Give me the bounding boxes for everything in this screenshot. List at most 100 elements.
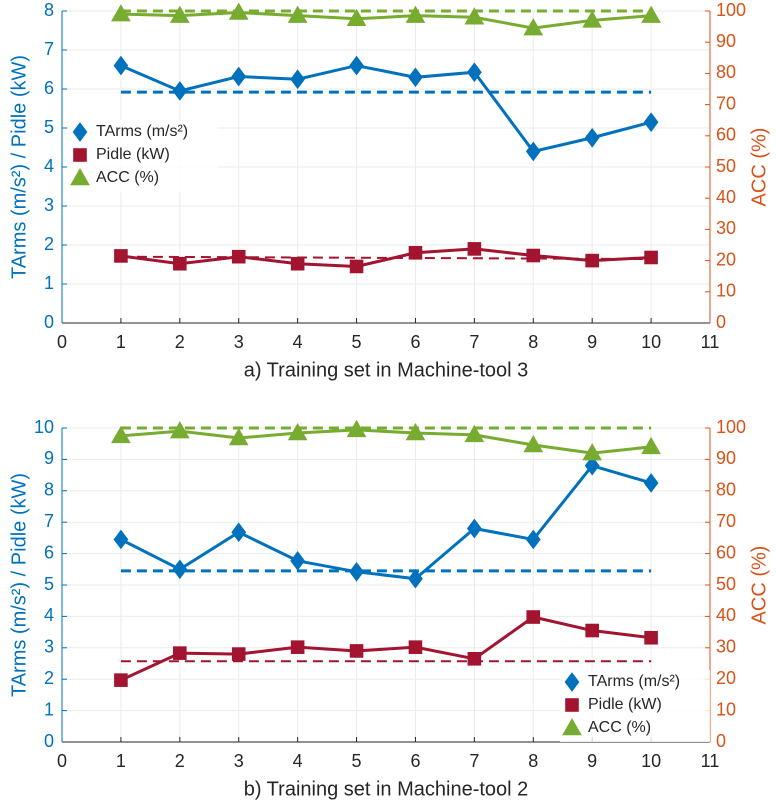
marker (464, 7, 485, 25)
x-tick-label: 3 (234, 751, 244, 771)
x-tick-label: 5 (352, 332, 362, 352)
y2-tick-label: 90 (716, 448, 736, 468)
legend-label: TArms (m/s²) (96, 123, 188, 140)
y2-tick-label: 60 (716, 542, 736, 562)
legend-label: ACC (%) (588, 719, 651, 736)
y-tick-label: 7 (44, 511, 54, 531)
marker (346, 8, 367, 27)
legend-label: Pidle (kW) (588, 696, 662, 713)
marker (562, 717, 582, 736)
marker (408, 246, 423, 260)
legend-label: Pidle (kW) (96, 146, 170, 163)
x-tick-label: 8 (528, 332, 538, 352)
y-tick-label: 3 (44, 195, 54, 215)
marker (467, 242, 482, 256)
marker (641, 436, 661, 455)
y-tick-label: 1 (44, 699, 54, 719)
x-tick-label: 6 (410, 332, 420, 352)
marker (405, 5, 426, 23)
marker (290, 550, 306, 571)
y2-tick-label: 60 (716, 125, 736, 145)
x-tick-label: 2 (175, 332, 185, 352)
x-tick-label: 4 (293, 332, 303, 352)
marker (173, 646, 187, 660)
marker (231, 66, 247, 87)
x-tick-label: 10 (641, 751, 661, 771)
legend: TArms (m/s²) Pidle (kW) ACC (%) (68, 120, 218, 192)
marker (111, 425, 131, 444)
y-tick-label: 6 (44, 78, 54, 98)
y2-tick-label: 20 (716, 668, 736, 688)
marker (113, 55, 129, 76)
marker (290, 256, 305, 271)
marker (525, 141, 541, 162)
y-tick-label: 4 (44, 156, 54, 176)
y2-tick-label: 90 (716, 31, 736, 51)
y-tick-label: 2 (44, 668, 54, 688)
y2-axis-label: ACC (%) (748, 128, 770, 207)
y-tick-label: 2 (44, 234, 54, 254)
y-tick-label: 9 (44, 448, 54, 468)
x-tick-label: 0 (57, 751, 67, 771)
y2-tick-label: 100 (716, 417, 746, 437)
x-tick-label: 11 (701, 332, 720, 352)
marker (114, 249, 128, 263)
marker (349, 259, 364, 274)
marker (228, 428, 249, 446)
marker (228, 2, 249, 20)
marker (643, 112, 659, 132)
marker (526, 610, 541, 624)
marker (466, 518, 482, 539)
marker (72, 122, 88, 142)
marker (408, 640, 423, 654)
marker (231, 647, 246, 661)
y2-tick-label: 40 (716, 187, 736, 207)
y-tick-label: 3 (44, 637, 54, 657)
y-tick-label: 7 (44, 39, 54, 59)
marker (464, 424, 485, 443)
marker (641, 5, 661, 23)
marker (173, 256, 187, 271)
legend: TArms (m/s²) Pidle (kW) ACC (%) (560, 670, 710, 742)
y-tick-label: 0 (44, 731, 54, 751)
y2-tick-label: 80 (716, 480, 736, 500)
marker (70, 167, 90, 186)
y2-tick-label: 70 (716, 93, 736, 113)
x-tick-label: 1 (116, 751, 126, 771)
y2-tick-label: 70 (716, 511, 736, 531)
marker (523, 434, 544, 453)
marker (526, 248, 541, 263)
marker (287, 5, 308, 23)
marker (346, 419, 367, 438)
marker (467, 651, 482, 666)
y-tick-label: 5 (44, 574, 54, 594)
x-tick-label: 9 (587, 751, 597, 771)
y2-tick-label: 100 (716, 0, 746, 20)
y-tick-label: 8 (44, 0, 54, 20)
marker (565, 698, 579, 712)
x-tick-label: 5 (352, 751, 362, 771)
marker (466, 62, 482, 83)
legend-label: TArms (m/s²) (588, 673, 680, 690)
y-tick-label: 8 (44, 480, 54, 500)
marker (584, 455, 600, 476)
marker (349, 561, 364, 582)
y-tick-label: 6 (44, 542, 54, 562)
marker (644, 250, 658, 265)
y-tick-label: 5 (44, 117, 54, 137)
y2-tick-label: 80 (716, 62, 736, 82)
legend-box (68, 120, 218, 192)
marker (408, 67, 423, 88)
y2-tick-label: 20 (716, 249, 736, 269)
marker (169, 421, 190, 439)
x-tick-label: 2 (175, 751, 185, 771)
y2-tick-label: 0 (716, 312, 726, 332)
y-tick-label: 4 (44, 605, 54, 625)
x-axis-label: b) Training set in Machine-tool 2 (244, 778, 529, 800)
marker (585, 623, 599, 638)
y2-tick-label: 30 (716, 218, 736, 238)
marker (113, 529, 129, 550)
x-tick-label: 0 (57, 332, 67, 352)
series-line (120, 247, 652, 268)
